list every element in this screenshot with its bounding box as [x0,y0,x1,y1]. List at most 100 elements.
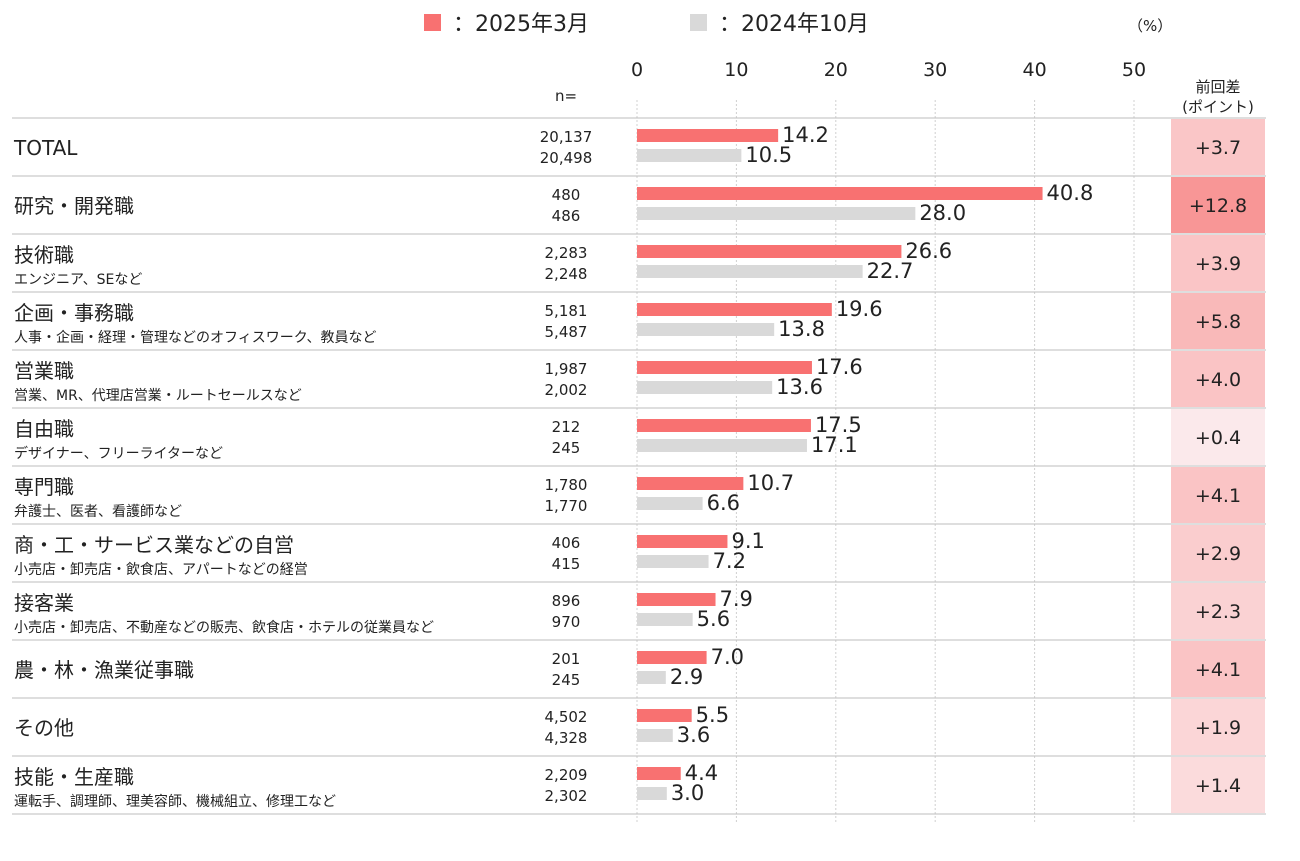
x-tick-label-4: 40 [1023,59,1047,81]
n-value-2025: 20,137 [540,128,593,146]
value-label-2024: 3.0 [671,781,704,805]
diff-value: +1.9 [1195,717,1241,739]
n-value-2025: 201 [552,650,581,668]
n-value-2025: 1,987 [545,360,588,378]
value-label-2025: 40.8 [1047,181,1094,205]
value-label-2025: 10.7 [747,471,794,495]
diff-cell [1171,235,1265,291]
x-tick-label-3: 30 [923,59,947,81]
x-tick-label-1: 10 [724,59,748,81]
diff-value: +4.0 [1195,369,1241,391]
chart-row-1: +12.8 研究・開発職 480 486 40.8 28.0 [12,177,1266,235]
n-value-2024: 2,302 [545,787,588,805]
category-label: 商・工・サービス業などの自営 [14,533,294,557]
value-label-2024: 13.6 [776,375,823,399]
n-value-2025: 212 [552,418,581,436]
diff-cell [1171,583,1265,639]
n-value-2024: 2,002 [545,381,588,399]
diff-value: +5.8 [1195,311,1241,333]
value-label-2024: 7.2 [713,549,746,573]
value-label-2024: 3.6 [677,723,710,747]
n-value-2024: 1,770 [545,497,588,515]
n-header: n= [555,87,577,105]
category-sublabel: デザイナー、フリーライターなど [14,445,223,462]
unit-label: （%） [1128,17,1172,35]
bar-2025 [637,477,744,490]
n-value-2025: 1,780 [545,476,588,494]
value-label-2024: 6.6 [707,491,740,515]
n-value-2025: 896 [552,592,581,610]
n-value-2025: 5,181 [545,302,588,320]
bar-2024 [637,787,667,800]
bar-2025 [637,129,779,142]
chart-row-10: +1.9 その他 4,502 4,328 5.53.6 [12,699,1266,757]
n-value-2025: 4,502 [545,708,588,726]
value-label-2025: 17.6 [816,355,863,379]
value-label-2024: 2.9 [670,665,703,689]
category-sublabel: 小売店・卸売店、不動産などの販売、飲食店・ホテルの従業員など [14,619,434,636]
diff-cell [1171,641,1265,697]
category-sublabel: 運転手、調理師、理美容師、機械組立、修理工など [14,793,336,810]
n-value-2024: 415 [552,555,581,573]
bar-2024 [637,207,916,220]
value-label-2025: 7.0 [711,645,744,669]
chart-rows: +3.7 TOTAL 20,137 20,498 14.210.5 +12.8 研究・開発職… [12,117,1266,815]
bar-2025 [637,303,832,316]
category-label: その他 [14,716,74,740]
bar-2025 [637,593,716,606]
bar-2025 [637,651,707,664]
category-sublabel: エンジニア、SEなど [14,272,142,288]
n-value-2025: 2,209 [545,766,588,784]
bar-2024 [637,555,709,568]
n-value-2024: 2,248 [545,265,588,283]
bar-2024 [637,149,742,162]
bar-2025 [637,245,902,258]
category-label: 農・林・漁業従事職 [14,658,194,682]
category-label: TOTAL [13,136,78,160]
n-value-2024: 5,487 [545,323,588,341]
category-label: 営業職 [14,359,74,383]
bar-2025 [637,361,812,374]
n-value-2025: 480 [552,186,581,204]
x-axis-ticks: 0 10 20 30 40 50 [631,59,1146,81]
diff-value: +3.9 [1195,253,1241,275]
value-label-2024: 10.5 [745,143,792,167]
diff-cell [1171,699,1265,755]
n-value-2024: 245 [552,439,581,457]
diff-value: +4.1 [1195,659,1241,681]
category-sublabel: 人事・企画・経理・管理などのオフィスワーク、教員など [14,329,376,346]
bar-2024 [637,671,666,684]
bar-2024 [637,729,673,742]
n-value-2025: 406 [552,534,581,552]
diff-value: +2.9 [1195,543,1241,565]
bar-2025 [637,535,728,548]
diff-value: +4.1 [1195,485,1241,507]
diff-value: +12.8 [1189,195,1247,217]
legend-label-1: ：2024年10月 [719,12,869,37]
bar-2024 [637,613,693,626]
value-label-2025: 19.6 [836,297,883,321]
bar-2025 [637,767,681,780]
diff-cell [1171,525,1265,581]
diff-cell [1171,757,1265,813]
diff-cell [1171,351,1265,407]
diff-header-line1: 前回差 [1195,78,1240,96]
value-label-2024: 13.8 [778,317,825,341]
x-tick-label-0: 0 [631,59,643,81]
n-value-2024: 970 [552,613,581,631]
bar-2024 [637,497,703,510]
diff-value: +0.4 [1195,427,1241,449]
diff-value: +2.3 [1195,601,1241,623]
value-label-2025: 4.4 [685,761,718,785]
bar-2025 [637,419,811,432]
value-label-2025: 17.5 [815,413,862,437]
category-label: 技術職 [14,243,74,267]
diff-cell [1171,293,1265,349]
gridlines [636,100,1135,824]
n-value-2024: 4,328 [545,729,588,747]
